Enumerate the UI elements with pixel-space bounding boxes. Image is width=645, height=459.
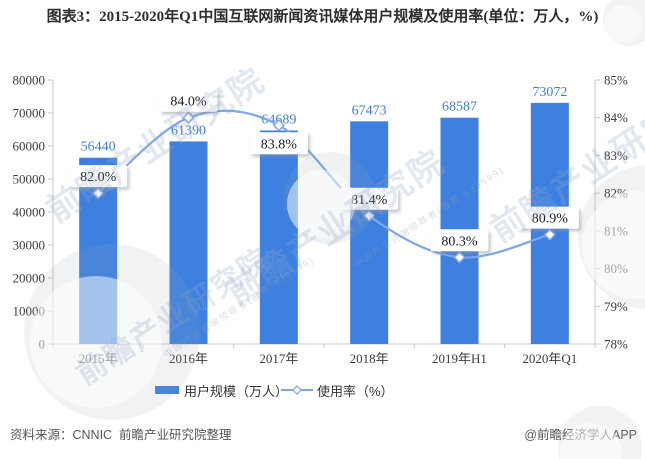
- x-axis-category-label: 2020年Q1: [522, 351, 577, 366]
- line-point-marker: [91, 186, 105, 200]
- line-point-label: 82.0%: [69, 165, 128, 188]
- x-axis-category-label: 2016年: [169, 351, 208, 366]
- bar-value-label: 61390: [171, 123, 206, 138]
- footer: 资料来源：CNNIC 前瞻产业研究院整理 @前瞻经济学人APP: [10, 424, 637, 443]
- y-axis-right-tick-label: 83%: [604, 148, 628, 163]
- chart-canvas: 80000 70000 60000 50000 40000 30000 20000 10000…: [13, 73, 629, 400]
- line-point-label: 84.0%: [159, 89, 218, 112]
- line-point-marker: [182, 111, 195, 124]
- legend-bar-swatch: [155, 386, 179, 394]
- bar: [169, 141, 208, 344]
- legend-line-label: 使用率（%）: [317, 384, 394, 399]
- app-credit: @前瞻经济学人APP: [524, 428, 637, 442]
- legend: 用户规模（万人） 使用率（%）: [155, 384, 394, 399]
- x-axis-category-label: 2017年: [259, 351, 298, 366]
- line-point-label: 81.4%: [340, 187, 399, 210]
- y-axis-left-tick-label: 10000: [13, 304, 46, 319]
- y-axis-left-tick-label: 20000: [13, 271, 46, 286]
- bar-value-label: 67473: [352, 103, 387, 118]
- line-point-label: 80.9%: [520, 206, 579, 229]
- y-axis-left-tick-label: 40000: [13, 205, 46, 220]
- y-axis-left-tick-label: 60000: [13, 139, 46, 154]
- x-axis-category-label: 2015年: [79, 351, 118, 366]
- line-point-label: 83.8%: [249, 132, 308, 155]
- source-note: 资料来源：CNNIC 前瞻产业研究院整理: [10, 428, 232, 442]
- bar-value-label: 56440: [81, 140, 116, 155]
- y-axis-right-tick-label: 78%: [604, 337, 628, 352]
- y-axis-left-tick-label: 30000: [13, 238, 46, 253]
- legend-line-marker: [292, 385, 302, 395]
- y-axis-right-tick-label: 80%: [604, 261, 628, 276]
- y-axis-right-tick-label: 84%: [604, 110, 628, 125]
- legend-bar-label: 用户规模（万人）: [184, 384, 288, 399]
- bar: [259, 130, 298, 344]
- y-axis-left-tick-label: 0: [39, 337, 46, 352]
- svg-text:80.9%: 80.9%: [532, 212, 569, 227]
- x-axis-category-label: 2019年H1: [432, 351, 487, 366]
- y-axis-right-tick-label: 79%: [604, 299, 628, 314]
- y-axis-left-tick-label: 70000: [13, 106, 46, 121]
- svg-text:84.0%: 84.0%: [170, 95, 207, 110]
- svg-text:83.8%: 83.8%: [261, 137, 298, 152]
- bar: [350, 121, 389, 344]
- line-point-label: 80.3%: [430, 229, 489, 252]
- y-axis-right-tick-label: 82%: [604, 186, 628, 201]
- x-axis-category-label: 2018年: [350, 351, 389, 366]
- svg-text:82.0%: 82.0%: [80, 170, 117, 185]
- bar-value-label: 73072: [532, 85, 567, 100]
- line-point-marker: [453, 251, 466, 264]
- line-point-marker: [272, 119, 286, 132]
- line-point-marker: [362, 209, 376, 222]
- y-axis-right-tick-label: 85%: [604, 73, 628, 88]
- svg-text:80.3%: 80.3%: [441, 234, 478, 249]
- chart-title: 图表3：2015-2020年Q1中国互联网新闻资讯媒体用户规模及使用率(单位：万…: [46, 9, 599, 25]
- y-axis-left-tick-label: 50000: [13, 172, 46, 187]
- y-axis-right-tick-label: 81%: [604, 223, 628, 238]
- bar-value-label: 68587: [442, 100, 477, 115]
- svg-text:81.4%: 81.4%: [351, 193, 388, 208]
- y-axis-left-tick-label: 80000: [13, 73, 46, 88]
- line-point-marker: [543, 228, 557, 241]
